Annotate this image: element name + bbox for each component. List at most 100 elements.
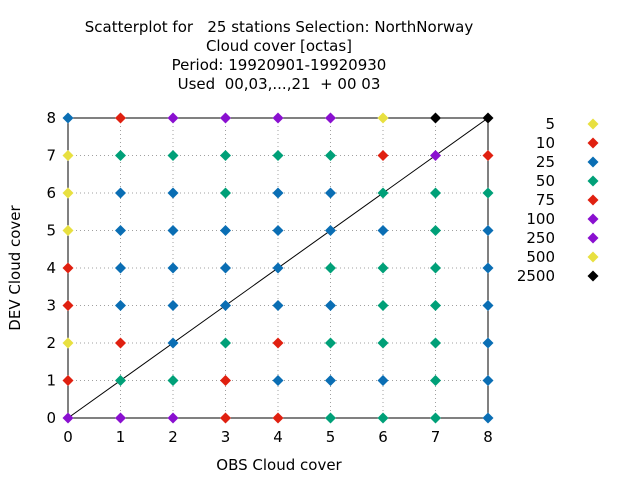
data-point xyxy=(482,262,494,274)
data-point xyxy=(272,300,284,311)
data-point xyxy=(220,225,231,236)
x-axis-label: OBS Cloud cover xyxy=(216,456,342,474)
data-point xyxy=(115,150,126,161)
y-tick-label: 6 xyxy=(46,184,56,202)
data-points xyxy=(62,112,494,424)
data-point xyxy=(167,300,179,311)
data-point xyxy=(115,300,126,311)
data-point xyxy=(272,187,284,199)
data-point xyxy=(62,225,74,236)
data-point xyxy=(62,150,74,161)
data-point xyxy=(220,112,231,124)
data-point xyxy=(377,187,389,199)
title-line-4: Used 00,03,...,21 + 00 03 xyxy=(178,75,381,93)
x-tick-label: 6 xyxy=(378,428,388,446)
y-tick-label: 0 xyxy=(46,409,56,427)
data-point xyxy=(62,300,74,311)
data-point xyxy=(482,337,494,349)
data-point xyxy=(167,225,179,236)
axis-tick-labels: 0 1 2 3 4 5 6 7 8 0 1 2 3 4 5 6 7 8 xyxy=(46,109,492,446)
data-point xyxy=(377,300,389,311)
data-point xyxy=(325,412,336,424)
legend-item: 10 xyxy=(536,134,599,152)
data-point xyxy=(115,375,126,386)
x-tick-label: 2 xyxy=(168,428,178,446)
data-point xyxy=(272,375,284,386)
legend-swatch xyxy=(587,232,599,244)
data-point xyxy=(220,412,231,424)
data-point xyxy=(430,300,441,311)
legend-label: 5 xyxy=(545,115,555,133)
data-point xyxy=(430,262,441,274)
x-tick-label: 5 xyxy=(326,428,336,446)
legend-label: 75 xyxy=(536,191,555,209)
legend-label: 100 xyxy=(526,210,555,228)
y-axis-label: DEV Cloud cover xyxy=(6,204,24,330)
data-point xyxy=(430,225,441,236)
legend-label: 50 xyxy=(536,172,555,190)
data-point xyxy=(482,112,494,124)
data-point xyxy=(167,187,179,199)
legend-swatch xyxy=(587,175,599,187)
data-point xyxy=(430,412,441,424)
data-point xyxy=(482,187,494,199)
y-tick-label: 7 xyxy=(46,147,56,165)
title-line-1: Scatterplot for 25 stations Selection: N… xyxy=(85,18,474,36)
x-tick-label: 4 xyxy=(273,428,283,446)
data-point xyxy=(62,375,74,386)
data-point xyxy=(115,412,126,424)
data-point xyxy=(377,337,389,349)
data-point xyxy=(220,262,231,274)
legend-swatch xyxy=(587,251,599,263)
data-point xyxy=(325,150,336,161)
data-point xyxy=(220,337,231,349)
data-point xyxy=(430,337,441,349)
data-point xyxy=(167,112,179,124)
data-point xyxy=(325,225,336,236)
data-point xyxy=(62,262,74,274)
x-tick-label: 1 xyxy=(116,428,126,446)
data-point xyxy=(167,337,179,349)
x-tick-label: 3 xyxy=(221,428,231,446)
title-line-3: Period: 19920901-19920930 xyxy=(172,56,387,74)
legend-label: 250 xyxy=(526,229,555,247)
data-point xyxy=(325,112,336,124)
y-tick-label: 4 xyxy=(46,259,56,277)
data-point xyxy=(482,225,494,236)
data-point xyxy=(325,375,336,386)
legend-item: 250 xyxy=(526,229,599,247)
data-point xyxy=(377,412,389,424)
legend-item: 2500 xyxy=(517,267,599,285)
legend-item: 50 xyxy=(536,172,599,190)
legend-item: 500 xyxy=(526,248,599,266)
data-point xyxy=(272,112,284,124)
data-point xyxy=(482,412,494,424)
legend-label: 10 xyxy=(536,134,555,152)
data-point xyxy=(167,412,179,424)
data-point xyxy=(272,225,284,236)
legend-item: 25 xyxy=(536,153,599,171)
data-point xyxy=(115,337,126,349)
data-point xyxy=(220,150,231,161)
y-tick-label: 1 xyxy=(46,372,56,390)
data-point xyxy=(167,375,179,386)
data-point xyxy=(115,225,126,236)
data-point xyxy=(325,300,336,311)
legend-item: 75 xyxy=(536,191,599,209)
legend-swatch xyxy=(587,270,599,282)
data-point xyxy=(272,262,284,274)
data-point xyxy=(325,262,336,274)
legend-label: 2500 xyxy=(517,267,555,285)
data-point xyxy=(167,150,179,161)
data-point xyxy=(377,112,389,124)
data-point xyxy=(220,187,231,199)
data-point xyxy=(482,375,494,386)
data-point xyxy=(272,150,284,161)
data-point xyxy=(377,375,389,386)
data-point xyxy=(167,262,179,274)
legend-swatch xyxy=(587,137,599,149)
data-point xyxy=(115,262,126,274)
legend-swatch xyxy=(587,118,599,130)
